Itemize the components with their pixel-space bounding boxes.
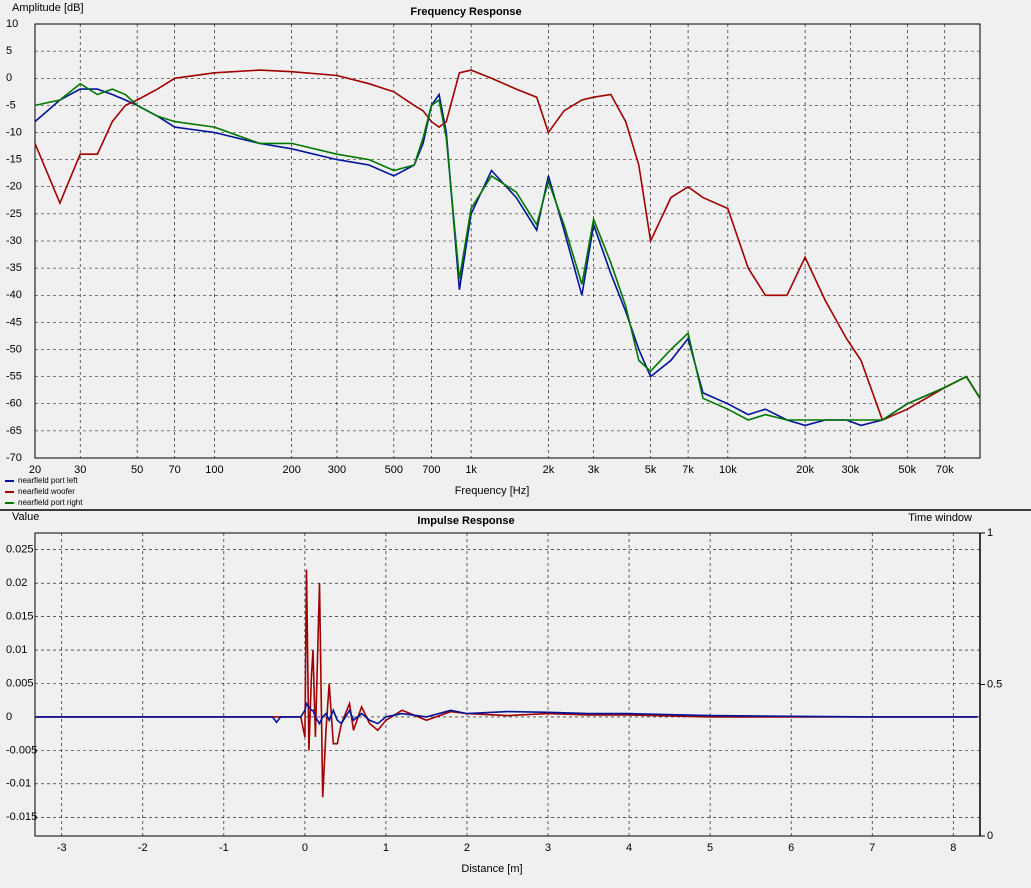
legend-label: nearfield woofer [18,487,75,496]
x-tick-label: 700 [422,464,440,476]
y-tick-label: -0.005 [6,744,37,756]
y-tick-label: 0.015 [6,611,34,623]
y-tick-label: 0.005 [6,677,34,689]
y-tick-label: -0.01 [6,778,31,790]
y-tick-label: 0 [6,711,12,723]
y-tick-label: -25 [6,208,22,220]
y-tick-label: -5 [6,99,16,111]
x-tick-label: 20 [29,464,41,476]
x-tick-label: 6 [788,842,794,854]
y-tick-label: -15 [6,154,22,166]
series-line [34,69,981,422]
y-tick-label: -0.015 [6,811,37,823]
y-tick-label: 5 [6,45,12,57]
x-tick-label: 1 [383,842,389,854]
x-tick-label: 20k [796,464,814,476]
y-tick-label: -10 [6,126,22,138]
series-line [35,701,978,726]
series-line [35,569,978,798]
x-tick-label: 1k [465,464,477,476]
x-tick-label: 2k [543,464,555,476]
x-tick-label: -1 [219,842,229,854]
y-tick-label: -30 [6,235,22,247]
x-tick-label: -2 [138,842,148,854]
y-tick-label: -50 [6,343,22,355]
x-axis-label: Frequency [Hz] [455,485,530,497]
x-tick-label: 100 [205,464,223,476]
y2-tick-label: 1 [987,527,993,539]
x-tick-label: 0 [302,842,308,854]
x-tick-label: 200 [283,464,301,476]
x-tick-label: 2 [464,842,470,854]
x-tick-label: 7k [682,464,694,476]
x-axis-label: Distance [m] [461,863,522,875]
series-line [34,82,981,421]
x-tick-label: 8 [950,842,956,854]
y-tick-label: -20 [6,181,22,193]
y-tick-label: 0.02 [6,577,27,589]
x-tick-label: 50 [131,464,143,476]
y2-axis-label: Time window [908,512,972,524]
x-tick-label: 300 [328,464,346,476]
x-tick-label: 5k [645,464,657,476]
y-tick-label: -70 [6,452,22,464]
y-tick-label: 10 [6,18,18,30]
chart-title: Impulse Response [417,515,514,527]
legend-label: nearfield port right [18,498,83,507]
x-tick-label: 3 [545,842,551,854]
x-tick-label: 50k [898,464,916,476]
x-tick-label: 500 [385,464,403,476]
y-tick-label: -35 [6,262,22,274]
x-tick-label: 7 [869,842,875,854]
x-tick-label: 30 [74,464,86,476]
y-tick-label: 0.025 [6,544,34,556]
x-tick-label: 70 [169,464,181,476]
legend-label: nearfield port left [18,476,78,485]
y-tick-label: 0 [6,72,12,84]
series-line [34,88,981,427]
y-tick-label: -65 [6,425,22,437]
y-axis-label: Amplitude [dB] [12,2,84,14]
x-tick-label: -3 [57,842,67,854]
chart-title: Frequency Response [410,6,521,18]
y-axis-label: Value [12,511,39,523]
x-tick-label: 30k [841,464,859,476]
x-tick-label: 10k [719,464,737,476]
y-tick-label: -45 [6,316,22,328]
y-tick-label: -55 [6,371,22,383]
x-tick-label: 70k [936,464,954,476]
x-tick-label: 5 [707,842,713,854]
y-tick-label: -40 [6,289,22,301]
y2-tick-label: 0 [987,830,993,842]
y-tick-label: -60 [6,398,22,410]
x-tick-label: 3k [588,464,600,476]
x-tick-label: 4 [626,842,632,854]
y2-tick-label: 0.5 [987,678,1002,690]
y-tick-label: 0.01 [6,644,27,656]
